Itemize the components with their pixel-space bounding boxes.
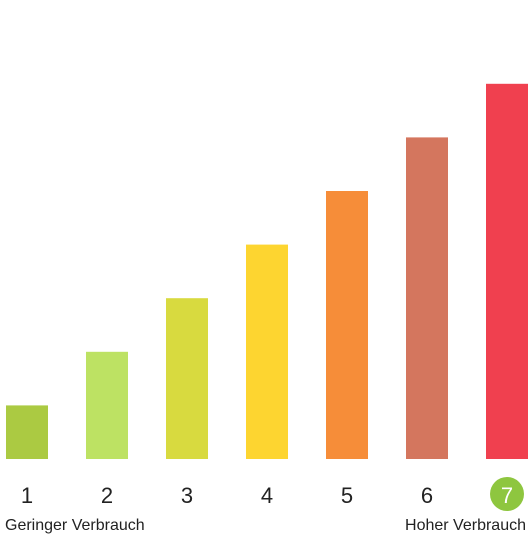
tick-label-3: 3 [181,483,193,508]
tick-label-2: 2 [101,483,113,508]
bar-4 [246,244,288,459]
bar-6 [406,137,448,459]
tick-label-7: 7 [501,483,513,508]
tick-label-5: 5 [341,483,353,508]
caption-low-consumption: Geringer Verbrauch [5,517,145,534]
bar-1 [6,405,48,459]
bar-7 [486,83,528,460]
tick-labels-group: 1 2 3 4 5 6 7 [21,477,524,511]
tick-label-6: 6 [421,483,433,508]
bars-group [6,83,528,460]
selected-level-badge [490,477,524,511]
tick-label-4: 4 [261,483,273,508]
caption-high-consumption: Hoher Verbrauch [405,517,526,534]
bar-2 [86,351,128,459]
bar-5 [326,191,368,459]
tick-label-1: 1 [21,483,33,508]
bar-3 [166,298,208,459]
